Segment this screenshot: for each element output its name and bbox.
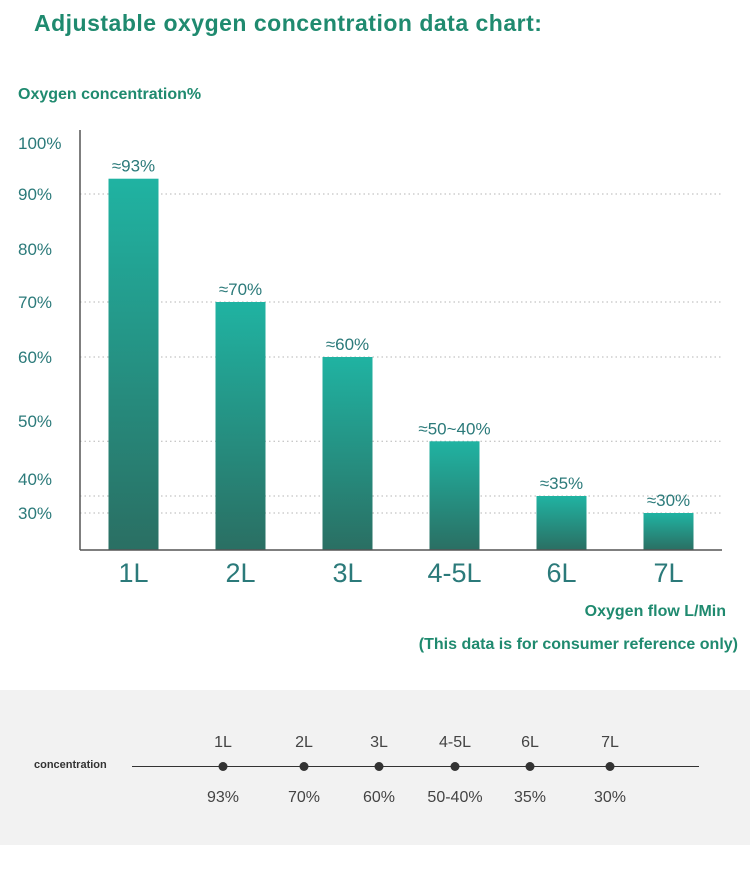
data-label: ≈60% [326,335,369,354]
bar [429,441,480,550]
x-axis-label: Oxygen flow L/Min [584,603,726,620]
y-tick-label: 80% [18,240,52,259]
summary-dot [374,762,384,771]
data-label: ≈70% [219,280,262,299]
bar [215,302,266,550]
summary-dot [525,762,535,771]
data-label: ≈30% [647,491,690,510]
y-tick-label: 90% [18,185,52,204]
y-tick-label: 30% [18,504,52,523]
summary-concentration: 93% [206,789,240,806]
y-tick-label: 60% [18,348,52,367]
data-label: ≈93% [112,157,155,176]
bar [322,357,373,550]
summary-flow: 7L [601,734,619,751]
summary-flow: 2L [295,734,313,751]
chart-title: Adjustable oxygen concentration data cha… [34,10,543,36]
summary-dot [299,762,309,771]
summary-concentration: 50-40% [427,789,483,806]
y-tick-label: 70% [18,293,52,312]
bar [108,178,159,550]
bar-chart: 100% 90% 80% 70% 60% 50% 40% 30% ≈93% 1L ≈70% 2L ≈6… [18,130,722,588]
bar [643,513,694,550]
summary-flow: 4-5L [438,734,472,751]
summary-timeline [132,766,699,767]
summary-panel: concentration 1L 93% 2L 70% 3L 60% 4-5L 50-40% 6… [0,690,750,845]
summary-dot [605,762,615,771]
x-tick-label: 3L [332,558,362,588]
y-tick-label: 100% [18,134,61,153]
summary-label: concentration [34,759,107,771]
summary-flow: 1L [214,734,232,751]
y-axis-label: Oxygen concentration% [18,86,202,103]
x-tick-label: 7L [653,558,683,588]
summary-concentration: 30% [593,789,627,806]
summary-dot [218,762,228,771]
reference-note: (This data is for consumer reference onl… [418,636,738,653]
bar [536,496,587,550]
x-tick-label: 6L [546,558,576,588]
summary-flow: 6L [521,734,539,751]
x-tick-label: 2L [225,558,255,588]
y-tick-label: 40% [18,470,52,489]
x-tick-label: 1L [118,558,148,588]
summary-dot [450,762,460,771]
summary-flow: 3L [370,734,388,751]
summary-concentration: 70% [287,789,321,806]
summary-concentration: 60% [362,789,396,806]
y-tick-label: 50% [18,412,52,431]
data-label: ≈50~40% [418,419,490,438]
x-tick-label: 4-5L [427,558,481,588]
data-label: ≈35% [540,474,583,493]
summary-concentration: 35% [513,789,547,806]
